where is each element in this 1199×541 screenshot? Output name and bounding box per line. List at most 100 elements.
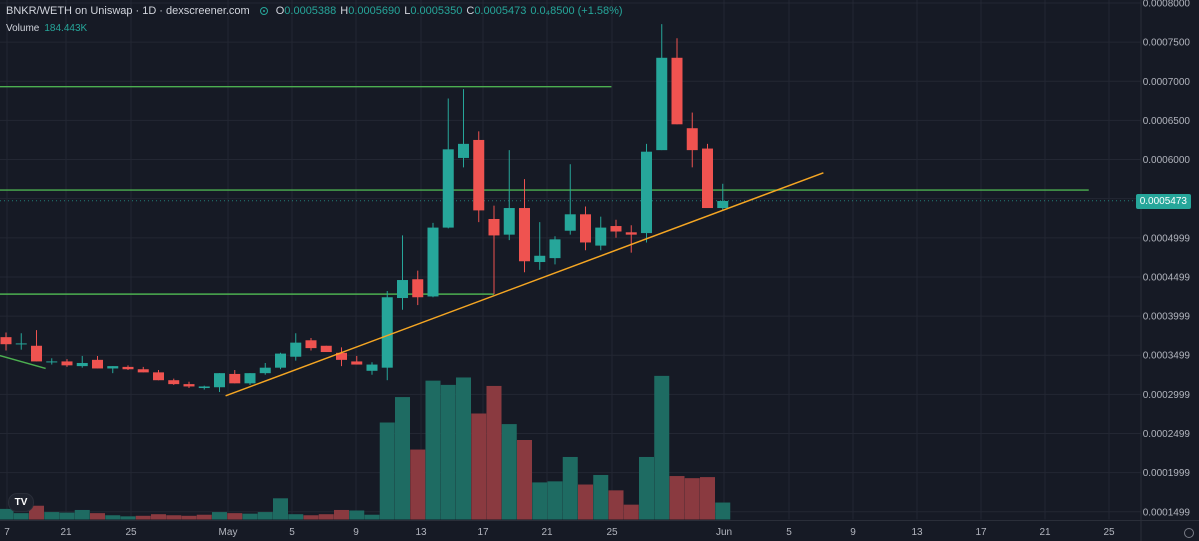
candle-body xyxy=(275,353,286,368)
trendline-layer xyxy=(0,172,824,397)
candle-body xyxy=(336,352,347,360)
time-tick-label: 5 xyxy=(289,527,295,538)
ohlc-values: O0.0005388 H0.0005690 L0.0005350 C0.0005… xyxy=(276,5,623,17)
candle-body xyxy=(595,227,607,246)
volume-bar xyxy=(623,504,639,520)
candle-body xyxy=(305,340,317,349)
time-tick-label: 13 xyxy=(911,527,923,538)
pair-title: BNKR/WETH on Uniswap xyxy=(6,5,133,17)
volume-bar xyxy=(578,484,593,520)
volume-bar xyxy=(334,509,349,520)
candlestick-series xyxy=(0,24,729,392)
volume-bar xyxy=(166,515,182,520)
volume-bar xyxy=(0,508,14,520)
volume-bar xyxy=(700,477,715,520)
time-tick-label: 21 xyxy=(541,527,553,538)
volume-bar xyxy=(181,515,197,520)
time-tick-label: 25 xyxy=(606,527,618,538)
volume-bar xyxy=(59,512,75,520)
candle-body xyxy=(458,143,469,158)
volume-bar xyxy=(44,512,60,520)
price-tick-label: 0.0006000 xyxy=(1143,155,1191,166)
legend-separator: · xyxy=(159,5,163,17)
candle-body xyxy=(259,367,271,374)
legend-separator: · xyxy=(135,5,140,17)
time-axis[interactable]: 7 21 25 May 5 9 13 17 21 25 Jun 5 9 13 17 21 25 xyxy=(4,527,1115,538)
candle-body xyxy=(473,139,485,211)
last-price-tag: 0.0005473 xyxy=(1135,193,1191,209)
candle-body xyxy=(442,149,454,228)
time-tick-label: 25 xyxy=(1103,527,1115,538)
open-value: O0.0005388 xyxy=(275,5,337,17)
volume-bar xyxy=(318,514,334,520)
settings-icon[interactable] xyxy=(1184,528,1194,538)
volume-bar xyxy=(105,515,121,520)
candle-body xyxy=(92,359,103,369)
volume-bar xyxy=(471,413,487,520)
volume-bar xyxy=(303,515,319,520)
candle-body xyxy=(564,214,576,231)
price-tick-label: 0.0003999 xyxy=(1143,312,1191,323)
volume-bar xyxy=(532,482,548,520)
price-tick-label: 0.0004499 xyxy=(1143,272,1191,283)
volume-bar xyxy=(608,490,624,520)
candle-body xyxy=(320,345,332,353)
price-tick-label: 0.0002499 xyxy=(1143,429,1191,440)
candle-body xyxy=(397,280,408,299)
candle-body xyxy=(290,342,302,357)
volume-legend: Volume 184.443K xyxy=(6,23,87,34)
time-tick-label: 9 xyxy=(850,527,856,538)
price-tick-label: 0.0002999 xyxy=(1143,390,1191,401)
price-tick-label: 0.0008000 xyxy=(1143,0,1191,10)
volume-bar xyxy=(196,514,212,520)
time-tick-label: 21 xyxy=(60,527,72,538)
candle-body xyxy=(107,366,119,369)
volume-bars xyxy=(0,375,731,520)
volume-bar xyxy=(395,397,410,520)
interval-label: 1D xyxy=(142,5,157,17)
volume-bar xyxy=(379,422,395,520)
price-tick-label: 0.0004999 xyxy=(1143,233,1191,244)
volume-bar xyxy=(273,498,288,520)
change-value: 0.0₄8500 (+1.58%) xyxy=(530,5,623,17)
volume-bar xyxy=(74,509,90,520)
price-tick-label: 0.0006500 xyxy=(1143,116,1191,127)
volume-value: 184.443K xyxy=(44,23,88,34)
volume-bar xyxy=(684,478,700,520)
volume-label: Volume xyxy=(6,23,40,34)
candle-body xyxy=(351,361,363,365)
volume-bar xyxy=(120,516,136,520)
candle-body xyxy=(488,218,500,236)
volume-bar xyxy=(288,514,304,520)
candle-body xyxy=(168,380,180,385)
market-status-icon xyxy=(259,7,268,15)
candle-body xyxy=(153,372,164,381)
volume-bar xyxy=(593,474,609,520)
candle-body xyxy=(717,200,729,209)
candle-body xyxy=(46,361,58,363)
volume-bar xyxy=(562,456,578,520)
volume-bar xyxy=(425,380,441,520)
time-tick-label: 17 xyxy=(975,527,987,538)
candle-body xyxy=(549,239,561,259)
candle-body xyxy=(61,361,73,366)
candle-body xyxy=(641,151,652,234)
volume-bar xyxy=(654,375,670,520)
candle-body xyxy=(656,57,668,151)
candle-body xyxy=(503,208,515,235)
volume-bar xyxy=(364,514,380,520)
low-value: L0.0005350 xyxy=(404,5,463,17)
trendline xyxy=(225,172,824,397)
candle-body xyxy=(229,373,241,384)
price-axis[interactable]: 0.0008000 0.0007500 0.0007000 0.0006500 0.00… xyxy=(1143,0,1191,518)
volume-bar xyxy=(486,385,502,520)
volume-bar xyxy=(151,514,166,520)
tradingview-logo[interactable]: TV xyxy=(8,493,34,512)
candle-body xyxy=(76,362,88,367)
high-value: H0.0005690 xyxy=(340,5,401,17)
time-tick-label: 9 xyxy=(353,527,359,538)
candle-body xyxy=(214,373,225,388)
price-tick-label: 0.0001499 xyxy=(1143,507,1191,518)
